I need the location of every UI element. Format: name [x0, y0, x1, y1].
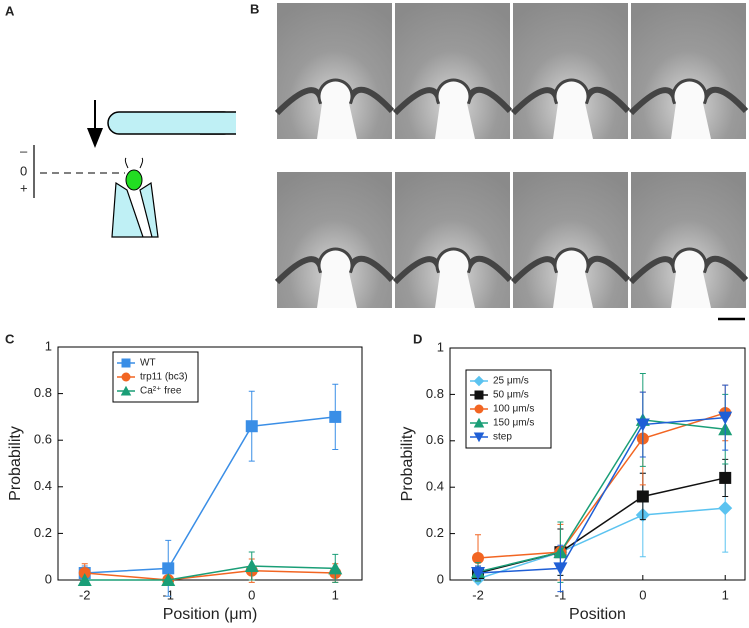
y-tick-label: 0: [45, 571, 52, 586]
micrograph-cell: [671, 250, 711, 308]
y-tick-label: 1: [437, 339, 444, 354]
marker: [718, 411, 733, 425]
series-line: [84, 416, 336, 574]
y-tick-label: 0.2: [34, 525, 52, 540]
marker: [328, 561, 343, 575]
marker: [244, 559, 259, 573]
legend-label: 25 μm/s: [493, 376, 529, 387]
panel-label: D: [413, 331, 422, 346]
y-axis-label: Probability: [7, 426, 24, 501]
y-tick-label: 0.4: [34, 478, 52, 493]
diagram: – 0 +: [20, 100, 236, 238]
panel-label: A: [5, 3, 15, 18]
legend-label: step: [493, 432, 512, 443]
x-axis-label: Position (μm): [163, 606, 258, 623]
marker: [635, 418, 650, 432]
marker: [718, 501, 733, 516]
plot-frame: [57, 346, 363, 581]
legend-marker: [473, 432, 485, 443]
marker: [472, 551, 485, 564]
legend-marker: [120, 385, 132, 396]
micrograph-cell: [553, 81, 593, 139]
y-tick-label: 0.8: [426, 386, 444, 401]
legend-label: 150 μm/s: [493, 418, 534, 429]
series-line: [477, 419, 726, 573]
x-tick-label: -1: [555, 587, 567, 602]
legend-marker: [473, 417, 485, 428]
micrograph-cell: [671, 81, 711, 139]
legend-marker: [121, 358, 131, 368]
micrograph-cell: [435, 81, 475, 139]
micrograph-cell: [317, 250, 357, 308]
x-tick-label: 0: [639, 587, 646, 602]
legend-marker: [474, 404, 484, 414]
series-line: [84, 569, 336, 581]
marker: [77, 573, 92, 586]
marker: [719, 471, 732, 484]
series-line: [477, 477, 726, 574]
chart: 0 0.2 0.4 0.6 0.8 1 -2 -1 0 1 Position Probability 2…: [399, 339, 746, 623]
micrograph-cell: [553, 250, 593, 308]
x-tick-label: 1: [332, 587, 339, 602]
marker: [553, 562, 568, 576]
legend-marker: [474, 390, 484, 400]
micrograph-cell: [435, 250, 475, 308]
diagram-label: +: [20, 180, 28, 195]
legend-marker: [473, 375, 485, 387]
y-tick-label: 0: [437, 571, 444, 586]
x-axis-label: Position: [569, 606, 626, 623]
image-grid: [274, 3, 749, 308]
panel-label: B: [250, 1, 259, 16]
series-line: [477, 416, 726, 574]
y-tick-label: 0.2: [426, 525, 444, 540]
legend-label: Ca²⁺ free: [140, 386, 182, 397]
legend-label: trp11 (bc3): [140, 372, 188, 383]
y-tick-label: 0.8: [34, 385, 52, 400]
y-tick-label: 0.6: [34, 432, 52, 447]
x-tick-label: 1: [722, 587, 729, 602]
plot-frame: [449, 347, 746, 581]
y-tick-label: 0.6: [426, 432, 444, 447]
legend-label: 50 μm/s: [493, 390, 529, 401]
series-line: [477, 507, 726, 580]
micrograph-cell: [317, 81, 357, 139]
y-tick-label: 0.4: [426, 479, 444, 494]
marker: [636, 490, 649, 503]
marker: [245, 420, 258, 433]
marker: [162, 562, 175, 575]
x-tick-label: -2: [79, 587, 91, 602]
diagram-label: 0: [20, 163, 27, 178]
diagram-label: –: [20, 143, 28, 158]
legend-label: WT: [140, 358, 156, 369]
y-axis-label: Probability: [399, 427, 416, 502]
marker: [329, 410, 342, 423]
x-tick-label: -2: [472, 587, 484, 602]
marker: [471, 567, 486, 581]
marker: [161, 573, 176, 586]
y-tick-label: 1: [45, 338, 52, 353]
panel-label: C: [5, 331, 15, 346]
x-tick-label: 0: [248, 587, 255, 602]
legend-label: 100 μm/s: [493, 404, 534, 415]
legend-marker: [121, 372, 131, 382]
series-line: [84, 565, 336, 581]
